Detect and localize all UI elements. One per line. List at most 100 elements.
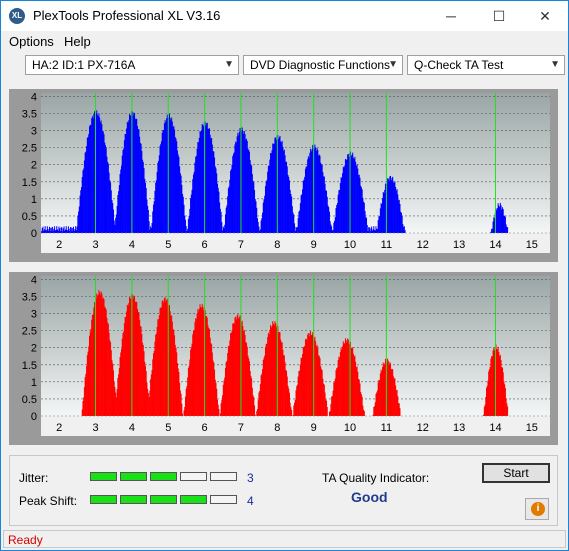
- bar: [92, 118, 94, 233]
- bar: [137, 312, 139, 416]
- minimize-button[interactable]: ─: [446, 8, 456, 24]
- bar: [262, 359, 264, 416]
- bar: [283, 355, 285, 416]
- bar: [88, 134, 90, 233]
- bar: [294, 223, 296, 233]
- bar: [206, 123, 208, 233]
- bar: [308, 336, 310, 416]
- y-tick-label: 2.5: [22, 326, 37, 338]
- bar: [505, 224, 507, 233]
- bar: [264, 186, 266, 233]
- bar: [355, 161, 357, 233]
- bar: [173, 125, 175, 233]
- bar: [317, 348, 319, 416]
- bar: [140, 143, 142, 233]
- bar: [332, 390, 334, 416]
- bar: [116, 205, 118, 233]
- bar: [334, 220, 336, 233]
- bar: [382, 198, 384, 233]
- bar: [86, 137, 88, 233]
- bar: [496, 348, 498, 416]
- bar: [324, 183, 326, 233]
- bar: [390, 180, 392, 233]
- bar: [175, 347, 177, 416]
- bar: [275, 323, 277, 416]
- bar: [207, 325, 209, 416]
- bar: [361, 189, 363, 233]
- bar: [221, 399, 223, 416]
- bar: [118, 191, 120, 233]
- bar: [212, 151, 214, 233]
- menu-options[interactable]: Options: [9, 34, 54, 49]
- bar: [342, 173, 344, 233]
- bar: [222, 395, 224, 416]
- bar: [166, 299, 168, 416]
- y-tick-label: 1.5: [22, 177, 37, 189]
- y-tick-label: 2: [31, 160, 37, 172]
- info-button[interactable]: i: [525, 498, 549, 520]
- bar: [294, 399, 296, 416]
- test-select[interactable]: Q-Check TA Test ▼: [407, 55, 565, 75]
- bar: [143, 351, 145, 416]
- bar: [228, 345, 230, 416]
- drive-select[interactable]: HA:2 ID:1 PX-716A ▼: [25, 55, 239, 75]
- x-tick-label: 14: [489, 239, 501, 251]
- bar: [97, 116, 99, 233]
- bar: [164, 297, 166, 416]
- bar: [332, 229, 334, 233]
- bar: [179, 382, 181, 416]
- bar: [213, 362, 215, 416]
- bar: [214, 166, 216, 233]
- bar: [190, 194, 192, 233]
- menu-help[interactable]: Help: [64, 34, 91, 49]
- function-select[interactable]: DVD Diagnostic Functions ▼: [243, 55, 403, 75]
- bar: [178, 372, 180, 416]
- bar: [84, 377, 86, 416]
- bar: [256, 207, 258, 233]
- close-button[interactable]: ✕: [539, 8, 551, 24]
- bar: [107, 163, 109, 233]
- bar: [75, 226, 77, 233]
- bar: [214, 157, 216, 233]
- bar: [163, 123, 165, 233]
- bar: [262, 369, 264, 416]
- bar: [271, 326, 273, 416]
- bar: [181, 184, 183, 233]
- bar: [364, 211, 366, 233]
- bar: [108, 332, 110, 416]
- bar: [335, 208, 337, 233]
- bar: [256, 409, 258, 416]
- bar: [496, 210, 498, 233]
- bar: [216, 183, 218, 233]
- bar: [292, 414, 294, 416]
- bar: [93, 113, 95, 233]
- bar: [123, 148, 125, 233]
- bar: [80, 187, 82, 233]
- bar: [384, 363, 386, 416]
- bar: [227, 353, 229, 416]
- bar: [331, 395, 333, 416]
- bar: [359, 177, 361, 233]
- start-button[interactable]: Start: [482, 463, 550, 483]
- bar: [90, 124, 92, 233]
- bar: [235, 141, 237, 233]
- bar: [187, 218, 189, 233]
- bar: [186, 385, 188, 416]
- bar: [99, 117, 101, 233]
- bar: [158, 160, 160, 233]
- bar: [320, 366, 322, 416]
- maximize-button[interactable]: ☐: [492, 8, 506, 24]
- bar: [86, 365, 88, 416]
- bar: [210, 138, 212, 233]
- bar: [248, 361, 250, 416]
- bar: [105, 147, 107, 233]
- bar: [389, 362, 391, 416]
- bar: [141, 150, 143, 233]
- bar: [246, 346, 248, 416]
- bar: [352, 347, 354, 416]
- bar: [211, 344, 213, 416]
- bar: [152, 353, 154, 416]
- test-select-value: Q-Check TA Test: [414, 58, 504, 72]
- bar: [500, 205, 502, 233]
- bar: [113, 220, 115, 233]
